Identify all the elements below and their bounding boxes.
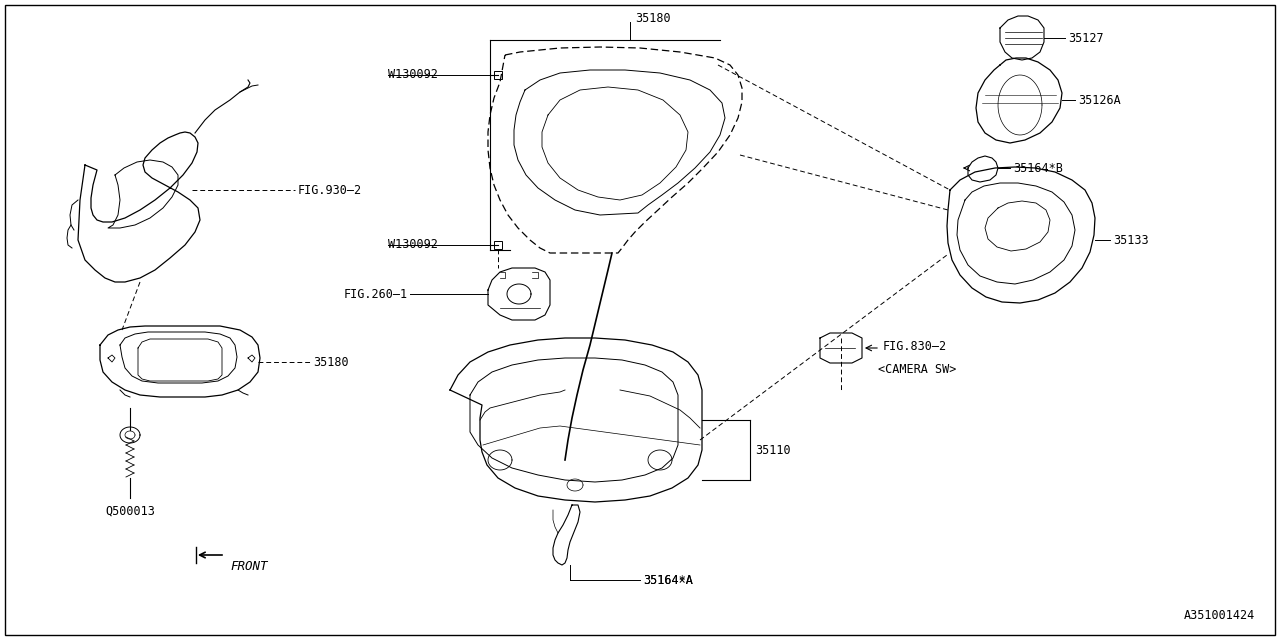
- Text: FIG.260–1: FIG.260–1: [344, 287, 408, 301]
- Text: 35126A: 35126A: [1078, 93, 1121, 106]
- Text: FRONT: FRONT: [230, 560, 268, 573]
- Text: Q500013: Q500013: [105, 505, 155, 518]
- Text: 35164*B: 35164*B: [1012, 161, 1062, 175]
- FancyBboxPatch shape: [494, 241, 502, 249]
- Text: FIG.830–2: FIG.830–2: [883, 339, 947, 353]
- Text: 35164*A: 35164*A: [643, 573, 692, 586]
- Text: W130092: W130092: [388, 239, 438, 252]
- Text: FIG.930–2: FIG.930–2: [298, 184, 362, 196]
- Text: 35133: 35133: [1114, 234, 1148, 246]
- Text: 35180: 35180: [635, 12, 671, 24]
- Text: W130092: W130092: [388, 68, 438, 81]
- Text: 35164×A: 35164×A: [643, 573, 692, 586]
- Text: A351001424: A351001424: [1184, 609, 1254, 622]
- FancyBboxPatch shape: [494, 71, 502, 79]
- Text: <CAMERA SW>: <CAMERA SW>: [878, 363, 956, 376]
- Text: 35127: 35127: [1068, 31, 1103, 45]
- Text: 35110: 35110: [755, 444, 791, 456]
- Text: 35180: 35180: [314, 355, 348, 369]
